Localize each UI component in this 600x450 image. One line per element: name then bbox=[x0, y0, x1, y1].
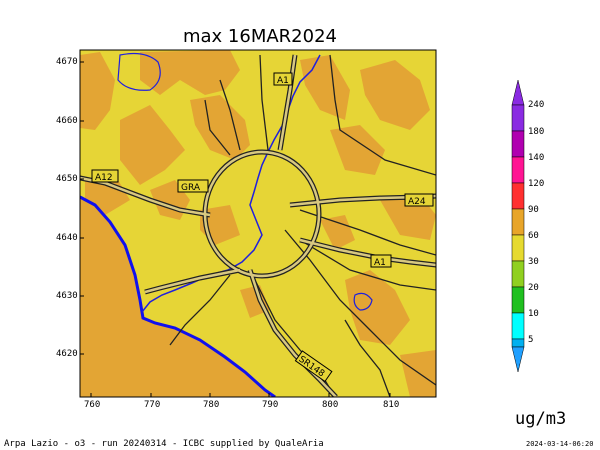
colorbar-top-arrow bbox=[511, 79, 525, 106]
x-tick-label: 800 bbox=[322, 400, 339, 410]
road-label-a12: A12 bbox=[95, 173, 113, 183]
y-tick-label: 4670 bbox=[56, 57, 78, 67]
axis-ticks bbox=[80, 61, 391, 397]
road-labels: A1 A12 GRA A24 A1 SR148 bbox=[91, 72, 434, 383]
colorbar-unit: ug/m3 bbox=[515, 409, 567, 429]
colorbar-label: 180 bbox=[528, 127, 545, 137]
x-tick-label: 780 bbox=[203, 400, 220, 410]
coastline bbox=[80, 195, 276, 397]
colorbar-label: 90 bbox=[528, 205, 539, 215]
lake bbox=[353, 292, 373, 311]
colorbar-segment-140 bbox=[511, 156, 525, 184]
colorbar bbox=[511, 79, 525, 373]
y-tick-label: 4660 bbox=[56, 116, 78, 126]
sea-area bbox=[80, 197, 275, 397]
colorbar-segment-20 bbox=[511, 286, 525, 314]
colorbar-label: 10 bbox=[528, 309, 539, 319]
x-tick-label: 810 bbox=[383, 400, 400, 410]
colorbar-segment-180 bbox=[511, 130, 525, 158]
y-tick-label: 4620 bbox=[56, 349, 78, 359]
x-tick-label: 760 bbox=[84, 400, 101, 410]
colorbar-label: 140 bbox=[528, 153, 545, 163]
colorbar-segment-30 bbox=[511, 260, 525, 288]
ozone-high-patches bbox=[80, 50, 436, 397]
road-label-a24: A24 bbox=[408, 197, 426, 207]
colorbar-label: 30 bbox=[528, 257, 539, 267]
colorbar-segment-240 bbox=[511, 104, 525, 132]
colorbar-label: 5 bbox=[528, 335, 534, 345]
map-frame bbox=[79, 49, 437, 398]
y-tick-label: 4630 bbox=[56, 291, 78, 301]
colorbar-segment-5 bbox=[511, 338, 525, 348]
colorbar-segment-120 bbox=[511, 182, 525, 210]
colorbar-segment-90 bbox=[511, 208, 525, 236]
colorbar-label: 120 bbox=[528, 179, 545, 189]
road-label-gra: GRA bbox=[181, 183, 201, 193]
colorbar-label: 240 bbox=[528, 100, 545, 110]
footer-credit: Arpa Lazio - o3 - run 20240314 - ICBC su… bbox=[4, 439, 324, 449]
page-title: max 16MAR2024 bbox=[182, 26, 337, 47]
run-timestamp: 2024-03-14-06:20 bbox=[526, 440, 594, 448]
x-tick-label: 770 bbox=[144, 400, 161, 410]
road-label-a1-right: A1 bbox=[374, 258, 386, 268]
lake bbox=[117, 52, 161, 91]
road-label-a1-top: A1 bbox=[277, 76, 289, 86]
y-tick-label: 4640 bbox=[56, 233, 78, 243]
colorbar-label: 20 bbox=[528, 283, 539, 293]
colorbar-segment-10 bbox=[511, 312, 525, 340]
y-tick-label: 4650 bbox=[56, 174, 78, 184]
x-tick-label: 790 bbox=[262, 400, 279, 410]
colorbar-bottom-arrow bbox=[511, 346, 525, 373]
colorbar-segment-60 bbox=[511, 234, 525, 262]
colorbar-label: 60 bbox=[528, 231, 539, 241]
